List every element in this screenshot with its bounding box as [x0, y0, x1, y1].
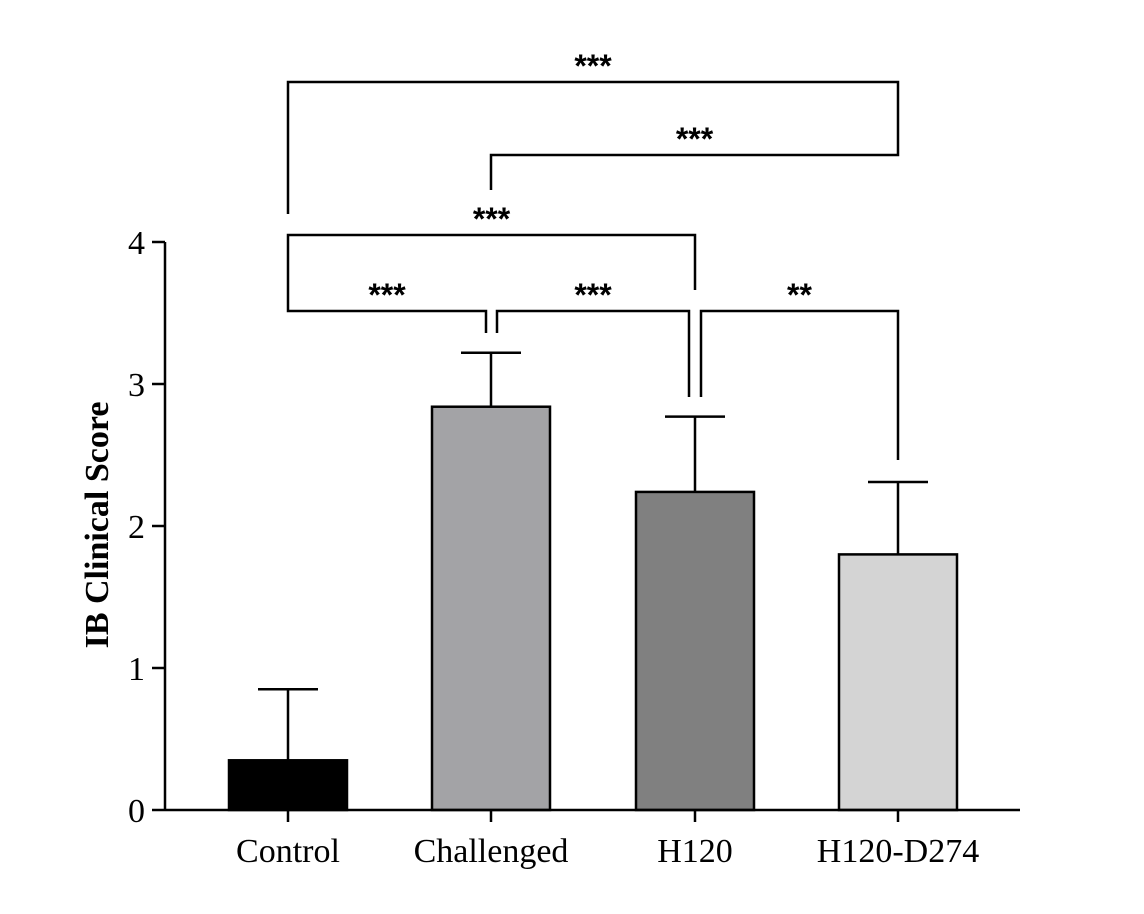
y-axis-title: IB Clinical Score	[79, 402, 116, 649]
significance-label: **	[787, 277, 812, 313]
significance-label: ***	[676, 121, 714, 157]
x-tick-label: Control	[236, 833, 340, 870]
significance-label: ***	[574, 277, 612, 313]
significance-label: ***	[368, 277, 406, 313]
bars	[227, 351, 959, 812]
y-tick-label: 2	[128, 509, 145, 546]
y-tick-label: 1	[128, 651, 145, 688]
bar-h120	[634, 490, 756, 812]
significance-bracket	[495, 309, 691, 397]
significance-brackets: ************ *** **	[286, 48, 900, 460]
significance-bracket	[286, 290, 488, 333]
significance-bracket	[286, 80, 900, 214]
x-tick-label: Challenged	[414, 833, 569, 870]
significance-bracket	[699, 309, 900, 460]
bar-h120-d274	[837, 553, 959, 812]
y-tick-label: 4	[128, 225, 145, 262]
significance-label: ***	[473, 201, 511, 237]
bar-challenged	[430, 405, 552, 812]
x-tick-label: H120	[657, 833, 733, 870]
significance-label: ***	[574, 48, 612, 84]
significance-bracket	[286, 233, 697, 290]
significance-bracket	[489, 137, 900, 190]
bar-control	[227, 759, 349, 812]
x-tick-label: H120-D274	[817, 833, 979, 870]
x-axis: Control Challenged H120 H120-D274	[165, 808, 1020, 870]
y-tick-label: 3	[128, 367, 145, 404]
y-tick-label: 0	[128, 793, 145, 830]
y-axis: 0 1 2 3 4	[128, 225, 167, 830]
